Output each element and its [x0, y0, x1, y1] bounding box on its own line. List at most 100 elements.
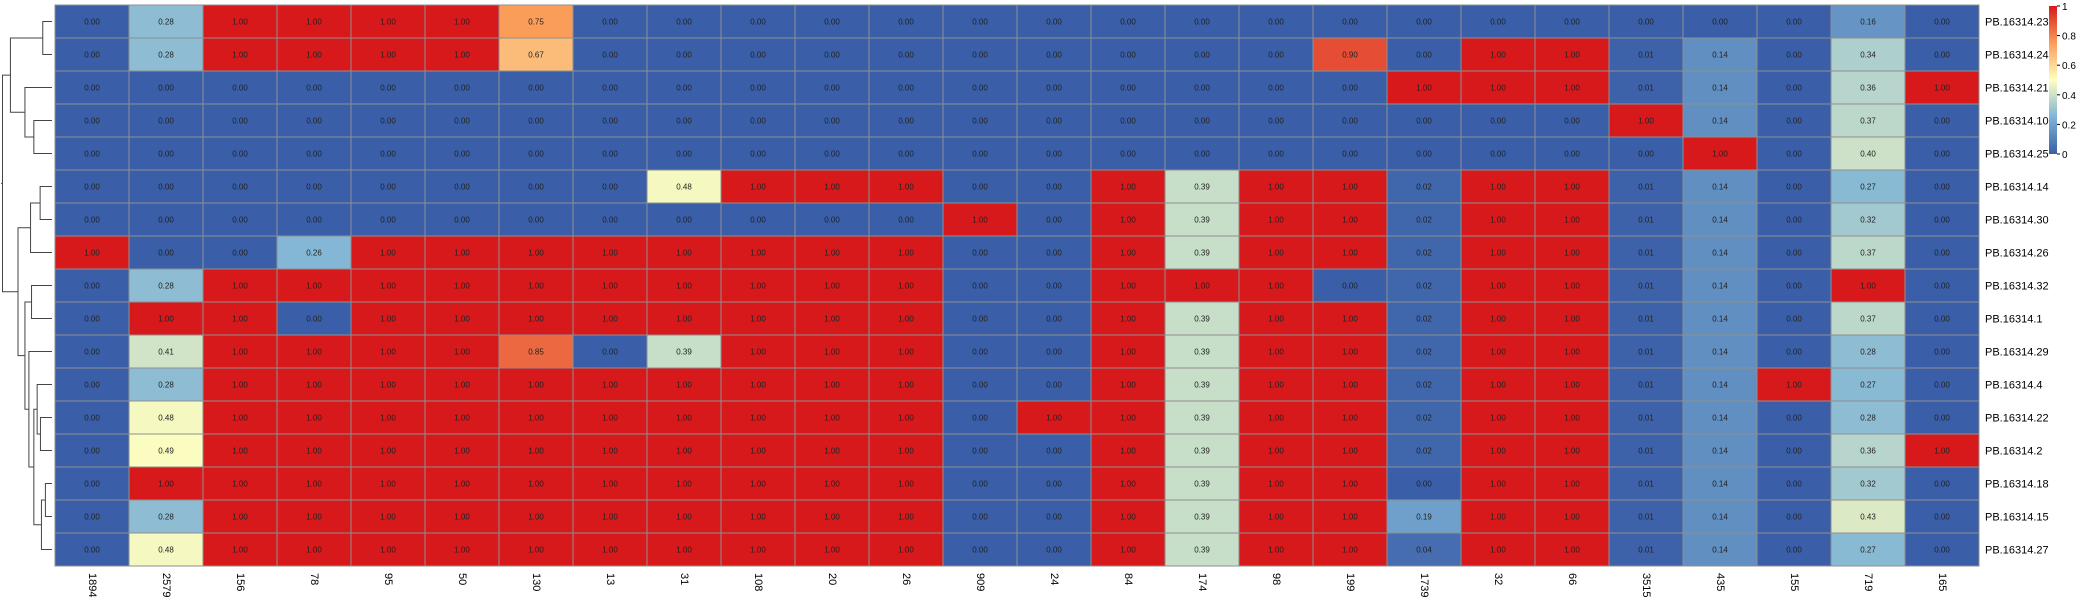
cell-value-label: 1.00 — [1490, 513, 1506, 522]
heatmap-cell — [54, 334, 130, 369]
cell-value-label: 1.00 — [1564, 480, 1580, 489]
cell-value-label: 0.00 — [1934, 51, 1950, 60]
cell-value-label: 0.36 — [1860, 84, 1876, 93]
cell-value-label: 1.00 — [1638, 117, 1654, 126]
cell-value-label: 0.00 — [380, 216, 396, 225]
cell-value-label: 1.00 — [1268, 183, 1284, 192]
cell-value-label: 0.00 — [232, 249, 248, 258]
heatmap-cell — [794, 235, 870, 270]
heatmap-cell — [1756, 70, 1832, 105]
column-label: 84 — [1122, 573, 1134, 585]
heatmap-cell — [128, 37, 204, 72]
heatmap-cell — [1386, 400, 1462, 435]
cell-value-label: 1.00 — [1342, 216, 1358, 225]
cell-value-label: 0.00 — [898, 18, 914, 27]
column-label: 174 — [1196, 573, 1208, 591]
cell-value-label: 0.00 — [1120, 84, 1136, 93]
cell-value-label: 1.00 — [824, 546, 840, 555]
cell-value-label: 1.00 — [306, 348, 322, 357]
cell-value-label: 0.00 — [528, 84, 544, 93]
heatmap-cell — [1238, 202, 1314, 237]
cell-value-label: 1.00 — [528, 381, 544, 390]
cell-value-label: 0.00 — [528, 183, 544, 192]
heatmap-cell — [276, 235, 352, 270]
cell-value-label: 0.49 — [158, 447, 174, 456]
cell-value-label: 0.00 — [972, 117, 988, 126]
heatmap-cell — [350, 235, 426, 270]
heatmap-cell — [1016, 37, 1092, 72]
cell-value-label: 1.00 — [1120, 546, 1136, 555]
cell-value-label: 0.02 — [1416, 447, 1432, 456]
cell-value-label: 0.00 — [1416, 117, 1432, 126]
cell-value-label: 0.00 — [1046, 51, 1062, 60]
cell-value-label: 0.01 — [1638, 183, 1654, 192]
cell-value-label: 0.00 — [1490, 150, 1506, 159]
cell-value-label: 1.00 — [1416, 84, 1432, 93]
heatmap-cell — [1090, 499, 1166, 534]
cell-value-label: 0.00 — [1194, 51, 1210, 60]
heatmap-cell — [1164, 202, 1240, 237]
cell-value-label: 1.00 — [750, 381, 766, 390]
cell-value-label: 0.14 — [1712, 183, 1728, 192]
cell-value-label: 1.00 — [454, 249, 470, 258]
cell-value-label: 1.00 — [898, 447, 914, 456]
cell-value-label: 0.00 — [1786, 117, 1802, 126]
cell-value-label: 0.00 — [1120, 51, 1136, 60]
heatmap-cell — [202, 4, 278, 39]
column-label: 108 — [752, 573, 764, 591]
cell-value-label: 0.00 — [306, 150, 322, 159]
cell-value-label: 0.00 — [1786, 513, 1802, 522]
heatmap-cell — [1460, 70, 1536, 105]
dendrogram-branch — [39, 417, 52, 451]
column-label: 165 — [1936, 573, 1948, 591]
cell-value-label: 0.00 — [1934, 480, 1950, 489]
cell-value-label: 0.00 — [1342, 282, 1358, 291]
cell-value-label: 0.14 — [1712, 216, 1728, 225]
cell-value-label: 0.00 — [84, 183, 100, 192]
heatmap-cell — [54, 268, 130, 303]
heatmap-cell — [1830, 37, 1906, 72]
cell-value-label: 0.00 — [1934, 183, 1950, 192]
cell-value-label: 1.00 — [1342, 513, 1358, 522]
heatmap-cell — [1756, 400, 1832, 435]
heatmap-cell — [572, 499, 648, 534]
column-label: 32 — [1492, 573, 1504, 585]
row-labels: PB.16314.23 PB.16314.24 PB.16314.21 PB.1631… — [1985, 17, 2049, 557]
cell-value-label: 1.00 — [602, 282, 618, 291]
heatmap-cell — [1608, 499, 1684, 534]
cell-value-label: 0.00 — [1786, 348, 1802, 357]
heatmap-cell — [1756, 202, 1832, 237]
heatmap-cell — [202, 334, 278, 369]
heatmap-cell — [350, 169, 426, 204]
heatmap-cell — [1238, 268, 1314, 303]
cell-value-label: 0.14 — [1712, 348, 1728, 357]
color-scale-tick-label: 0.4 — [2062, 91, 2076, 102]
cell-value-label: 0.00 — [1046, 117, 1062, 126]
cell-value-label: 0.00 — [972, 315, 988, 324]
cell-value-label: 0.00 — [84, 513, 100, 522]
heatmap-cell — [1460, 334, 1536, 369]
cell-value-label: 1.00 — [454, 348, 470, 357]
cell-value-label: 1.00 — [1342, 249, 1358, 258]
heatmap-cell — [1682, 400, 1758, 435]
heatmap-cell — [202, 499, 278, 534]
cell-value-label: 0.00 — [972, 51, 988, 60]
heatmap-cell — [646, 400, 722, 435]
cell-value-label: 1.00 — [824, 447, 840, 456]
heatmap-cell — [646, 268, 722, 303]
heatmap-cell — [1830, 103, 1906, 138]
heatmap-cell — [1016, 136, 1092, 171]
heatmap-cell — [1090, 301, 1166, 336]
heatmap-cell — [868, 301, 944, 336]
cell-value-label: 0.00 — [1564, 150, 1580, 159]
cell-value-label: 1.00 — [1342, 414, 1358, 423]
heatmap-cell — [1090, 235, 1166, 270]
cell-value-label: 0.00 — [84, 315, 100, 324]
cell-value-label: 1.00 — [232, 513, 248, 522]
cell-value-label: 1.00 — [380, 249, 396, 258]
cell-value-label: 1.00 — [824, 348, 840, 357]
cell-value-label: 0.00 — [824, 117, 840, 126]
cell-value-label: 1.00 — [602, 447, 618, 456]
cell-value-label: 0.39 — [676, 348, 692, 357]
heatmap-cell — [350, 466, 426, 501]
